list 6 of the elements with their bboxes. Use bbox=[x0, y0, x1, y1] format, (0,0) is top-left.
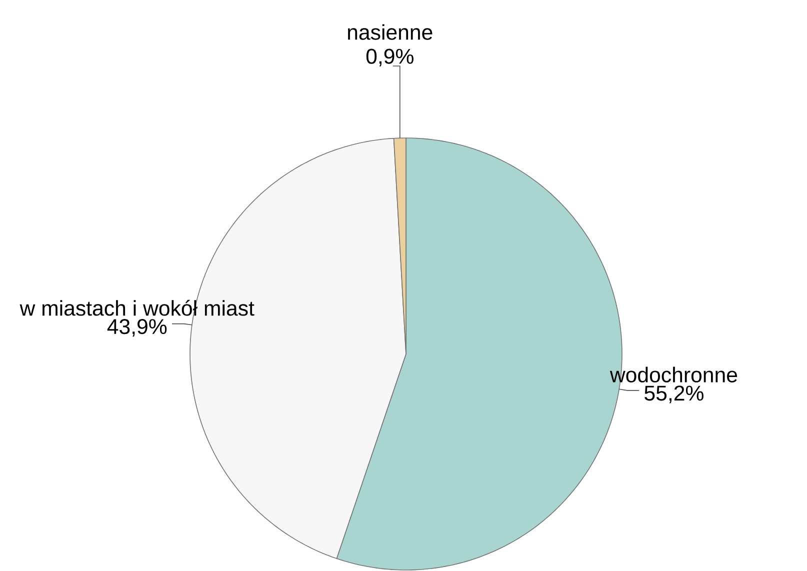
data-label: 43,9% bbox=[107, 319, 167, 337]
slice-label: nasienne bbox=[348, 24, 432, 40]
slice-label: w miastach i wokół miast bbox=[20, 300, 254, 316]
slice-label: wodochronne bbox=[610, 366, 738, 382]
data-label: 55,2% bbox=[644, 386, 704, 404]
data-label: 0,9% bbox=[366, 48, 414, 66]
